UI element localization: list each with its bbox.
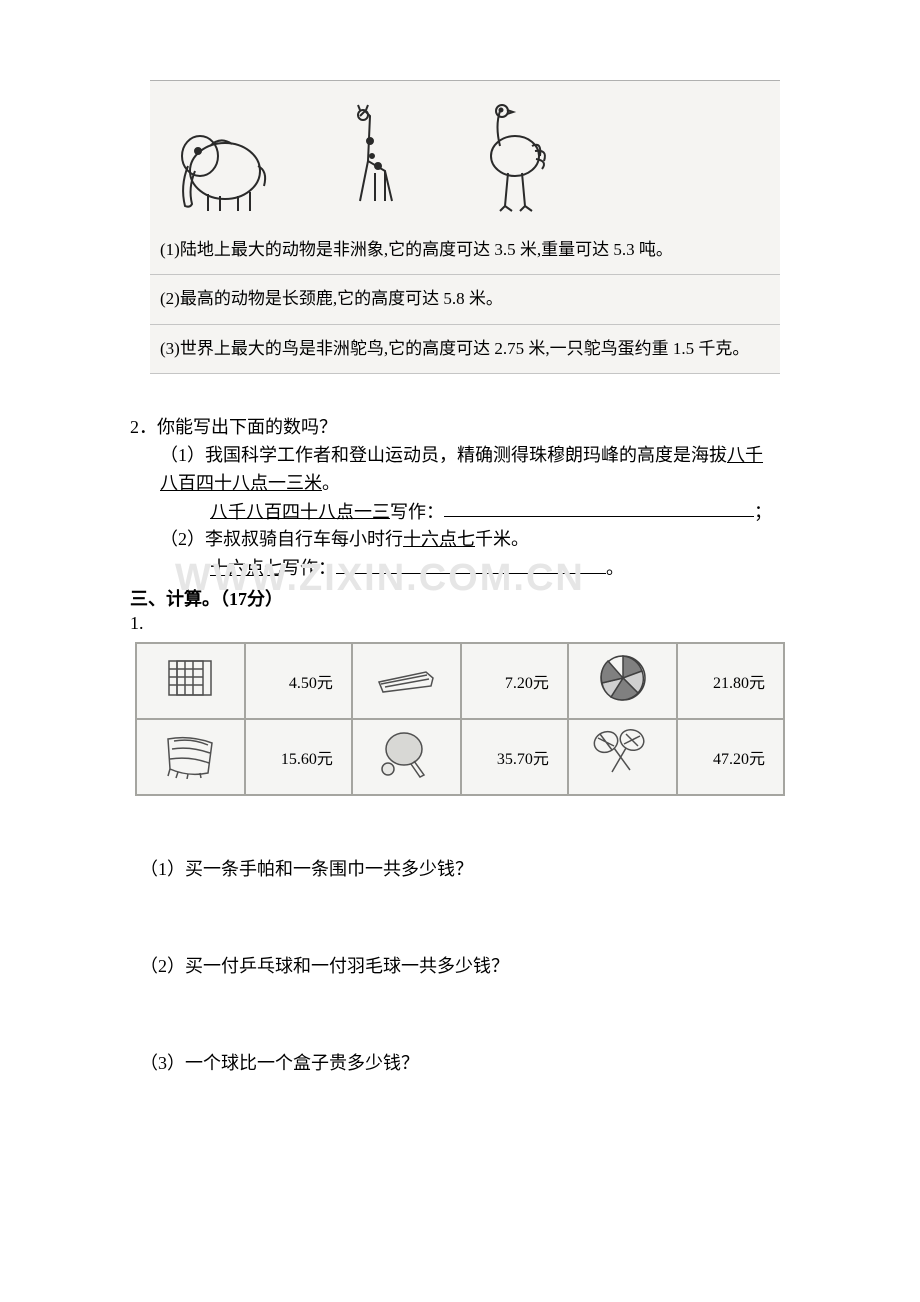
q2-p2c: 千米。 (475, 529, 529, 549)
watermark-wrap: 三、计算。（17分） 1. WWW.ZIXIN.COM.CN 4.50元 (0, 585, 920, 796)
q2-p2a: （2）李叔叔骑自行车每小时行 (160, 529, 403, 549)
q2-p1d: 八千八百四十八点一三 (210, 501, 390, 521)
q2-part2-write: 十六点七写作： 。 (130, 554, 780, 583)
price-badminton: 47.20元 (677, 719, 784, 795)
item-pencilcase-icon (352, 643, 461, 719)
price-scarf: 15.60元 (245, 719, 352, 795)
q2-p1c: 。 (322, 473, 340, 493)
sub-question-2: （2）买一付乒乓球和一付羽毛球一共多少钱？ (130, 953, 780, 980)
price-pencilcase: 7.20元 (461, 643, 568, 719)
giraffe-icon (330, 101, 410, 216)
q2-part1-write: 八千八百四十八点一三写作： ； (130, 498, 780, 527)
sub-question-3: （3）一个球比一个盒子贵多少钱？ (130, 1050, 780, 1077)
price-pingpong: 35.70元 (461, 719, 568, 795)
price-ball: 21.80元 (677, 643, 784, 719)
animal-images-row (150, 81, 780, 226)
q2-p1f: ； (754, 501, 772, 521)
elephant-icon (170, 116, 280, 216)
table-row: 4.50元 7.20元 (136, 643, 784, 719)
q2-p2b: 十六点七 (403, 529, 475, 549)
q2-p2e: 写作： (282, 558, 336, 578)
item-handkerchief-icon (136, 643, 245, 719)
table-row: 15.60元 35.70元 (136, 719, 784, 795)
q2-part2: （2）李叔叔骑自行车每小时行十六点七千米。 (130, 526, 780, 554)
figure-line-2: (2)最高的动物是长颈鹿,它的高度可达 5.8 米。 (150, 275, 780, 324)
item-scarf-icon (136, 719, 245, 795)
page: (1)陆地上最大的动物是非洲象,它的高度可达 3.5 米,重量可达 5.3 吨。… (0, 80, 920, 1077)
item-ball-icon (568, 643, 677, 719)
q2-part1: （1）我国科学工作者和登山运动员，精确测得珠穆朗玛峰的高度是海拔八千八百四十八点… (130, 442, 780, 498)
q2-intro: 2．你能写出下面的数吗？ (130, 414, 780, 442)
figure-line-1: (1)陆地上最大的动物是非洲象,它的高度可达 3.5 米,重量可达 5.3 吨。 (150, 226, 780, 275)
figure-line-3: (3)世界上最大的鸟是非洲鸵鸟,它的高度可达 2.75 米,一只鸵鸟蛋约重 1.… (150, 325, 780, 373)
q2-blank-1[interactable] (444, 498, 754, 518)
sub-questions: （1）买一条手帕和一条围巾一共多少钱？ （2）买一付乒乓球和一付羽毛球一共多少钱… (130, 856, 780, 1077)
q2-p1a: （1）我国科学工作者和登山运动员，精确测得珠穆朗玛峰的高度是海拔 (160, 445, 727, 465)
q2-p2f: 。 (606, 558, 624, 578)
question-2: 2．你能写出下面的数吗？ （1）我国科学工作者和登山运动员，精确测得珠穆朗玛峰的… (130, 414, 780, 583)
price-handkerchief: 4.50元 (245, 643, 352, 719)
q2-p2d: 十六点七 (210, 558, 282, 578)
sub-question-1: （1）买一条手帕和一条围巾一共多少钱？ (130, 856, 780, 883)
ostrich-icon (460, 101, 560, 216)
price-table: 4.50元 7.20元 (135, 642, 785, 796)
q2-blank-2[interactable] (336, 554, 606, 574)
animal-figure-box: (1)陆地上最大的动物是非洲象,它的高度可达 3.5 米,重量可达 5.3 吨。… (150, 80, 780, 374)
section-3-header: 三、计算。（17分） (130, 585, 780, 611)
item-badminton-icon (568, 719, 677, 795)
q2-p1e: 写作： (390, 501, 444, 521)
item-pingpong-icon (352, 719, 461, 795)
section-3-q1-num: 1. (130, 613, 780, 634)
